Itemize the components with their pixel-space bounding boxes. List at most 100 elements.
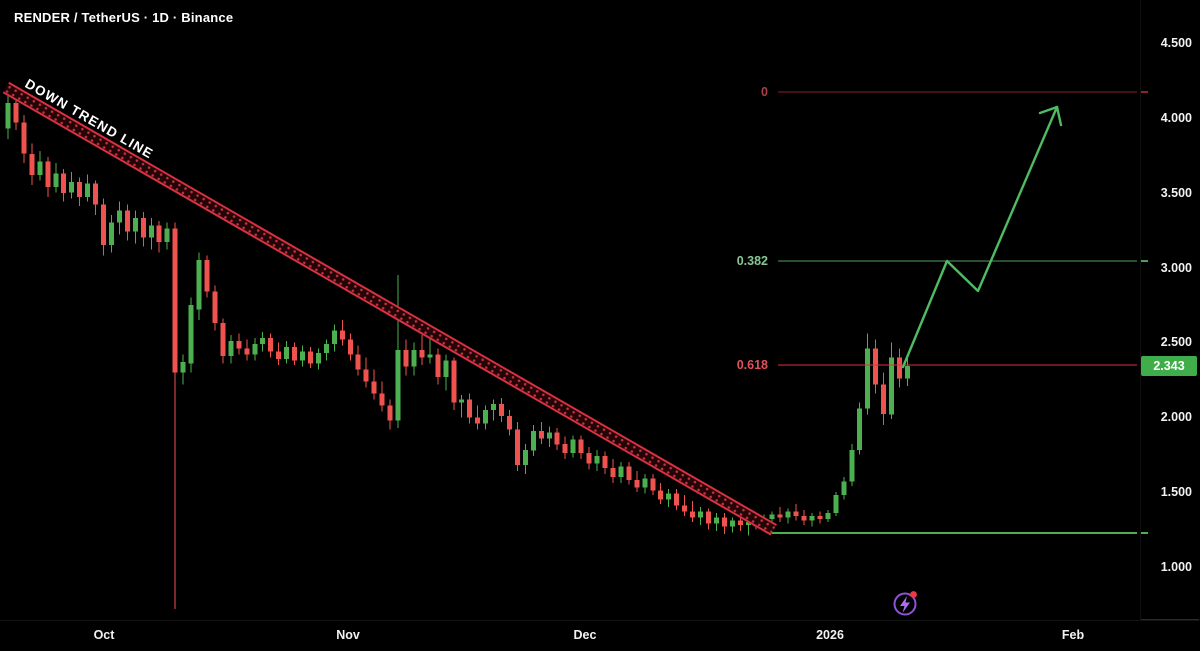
candle-body [132, 218, 138, 232]
candle-body [212, 291, 218, 323]
candle-body [825, 513, 831, 520]
fib-level-label: 0.382 [737, 254, 768, 268]
candle-body [507, 415, 512, 430]
candle-body [491, 403, 497, 410]
time-axis-label: 2026 [816, 628, 844, 642]
candle-body [29, 153, 35, 175]
candle-body [419, 349, 425, 358]
price-axis-label: 4.500 [1160, 36, 1192, 50]
candle-body [236, 340, 242, 349]
candle-body [379, 393, 385, 406]
axis-separator-horizontal [0, 620, 1200, 621]
candle-body [713, 517, 719, 524]
price-axis-label: 2.000 [1160, 410, 1192, 425]
candle-body [833, 495, 839, 514]
candle-body [371, 381, 377, 394]
candle-body [5, 102, 11, 129]
candle-body [292, 346, 298, 361]
time-axis[interactable]: Oct Nov Dec 2026 Feb [0, 620, 1200, 651]
candle-body [801, 516, 807, 521]
candle-body [109, 222, 114, 246]
candle-body [116, 210, 122, 223]
candle-body [196, 260, 202, 310]
fib-retracement-drawing[interactable]: 0 0.382 0.618 [737, 85, 1148, 372]
candle-body [85, 183, 91, 198]
candle-body [634, 480, 640, 488]
candle-body [706, 511, 711, 524]
candle-body [658, 490, 664, 500]
price-axis[interactable]: 4.500 4.000 3.500 3.000 2.500 2.000 1.500 1.000 [1140, 0, 1200, 620]
candle-body [769, 514, 775, 520]
candle-body [69, 182, 75, 193]
candle-body [101, 204, 106, 246]
time-axis-label: Dec [573, 628, 597, 642]
price-axis-label: 1.000 [1160, 560, 1192, 574]
candle-body [21, 122, 27, 154]
candle-body [204, 260, 210, 292]
candle-body [785, 511, 791, 518]
flash-icon-bolt [900, 596, 910, 613]
candle-body [610, 468, 616, 478]
candle-body [435, 354, 441, 377]
candle-body [77, 182, 83, 198]
flash-icon-notification-dot [910, 591, 917, 598]
candle-body [220, 323, 226, 356]
candle-body [546, 432, 552, 439]
candle-body [745, 522, 751, 526]
candle-body [443, 360, 449, 377]
candle-body [594, 456, 600, 464]
candle-body [403, 349, 409, 367]
candle-body [355, 354, 361, 370]
arrow-shaft [901, 105, 1059, 369]
candle-body [347, 339, 353, 355]
candle-body [817, 516, 823, 520]
projection-arrow-drawing[interactable] [901, 105, 1063, 369]
candle-body [308, 351, 313, 364]
candle-body [873, 348, 879, 385]
candle-body [387, 405, 393, 421]
candle-body [857, 408, 863, 451]
candle-body [522, 450, 528, 466]
candle-body [284, 346, 290, 359]
fib-level-label: 0 [761, 85, 768, 99]
candles-layer [5, 92, 910, 609]
candle-body [260, 337, 266, 344]
candle-body [427, 354, 433, 358]
candle-body [172, 228, 178, 373]
candle-body [690, 511, 696, 518]
candle-body [411, 349, 417, 367]
candle-body [499, 403, 504, 416]
symbol-title[interactable]: RENDER / TetherUS · 1D · Binance [14, 10, 234, 25]
candle-body [554, 432, 560, 445]
last-price-badge: 2.343 [1141, 355, 1197, 376]
candle-body [300, 351, 305, 361]
axis-separator-vertical [1140, 0, 1141, 620]
candle-body [698, 511, 703, 518]
candle-body [562, 444, 568, 454]
candle-body [777, 514, 783, 518]
candle-body [395, 349, 401, 421]
candle-body [538, 430, 544, 439]
price-axis-label: 3.500 [1160, 185, 1192, 200]
candle-body [897, 357, 902, 379]
candle-body [841, 481, 847, 496]
axis-corner-line [1141, 619, 1199, 620]
price-axis-label: 4.000 [1160, 110, 1192, 125]
candle-body [578, 439, 584, 454]
flash-lightning-icon[interactable] [893, 591, 917, 616]
candle-body [140, 218, 146, 238]
candle-body [252, 343, 258, 355]
candle-body [228, 340, 234, 356]
candle-body [849, 450, 855, 482]
candle-body [809, 516, 815, 521]
price-axis-label: 2.500 [1160, 335, 1192, 350]
candle-body [339, 330, 345, 340]
candle-body [459, 399, 465, 403]
candle-body [61, 173, 67, 193]
candle-body [793, 511, 799, 517]
candle-body [889, 357, 895, 415]
candle-body [626, 466, 632, 481]
candle-body [721, 517, 727, 527]
